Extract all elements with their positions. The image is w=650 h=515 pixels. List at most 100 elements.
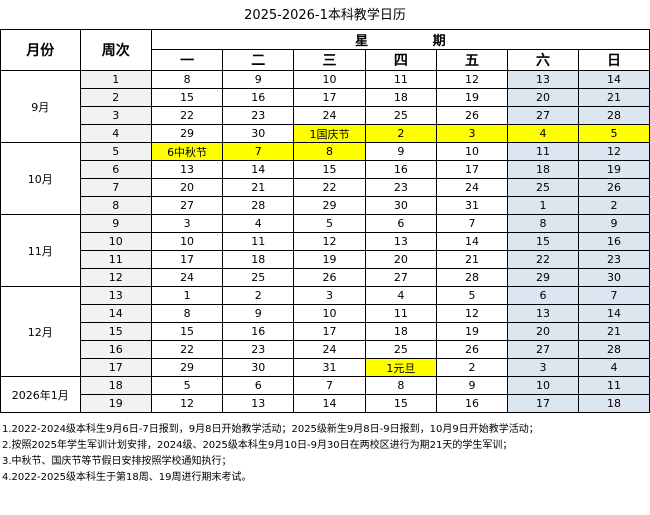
- week-number: 17: [79, 358, 152, 377]
- date-cell: 11: [364, 304, 437, 323]
- note-item: 2.按照2025年学生军训计划安排，2024级、2025级本科生9月10日-9月…: [2, 440, 513, 451]
- date-cell: 22: [293, 178, 366, 197]
- date-cell: 12: [293, 232, 366, 251]
- date-cell: 10: [506, 376, 579, 395]
- date-cell: 4: [506, 124, 579, 143]
- date-cell: 5: [435, 286, 508, 305]
- date-cell: 10: [293, 304, 366, 323]
- date-cell: 28: [577, 106, 650, 125]
- table-row: 12 24 25 26 27 28 29 30: [1, 268, 650, 287]
- week-number: 10: [79, 232, 152, 251]
- header-week: 周次: [79, 29, 152, 71]
- date-cell: 26: [293, 268, 366, 287]
- date-cell: 12: [435, 304, 508, 323]
- date-cell: 19: [435, 88, 508, 107]
- date-cell: 20: [506, 322, 579, 341]
- date-cell: 22: [150, 106, 224, 125]
- date-cell: 21: [222, 178, 295, 197]
- table-row: 6 13 14 15 16 17 18 19: [1, 160, 650, 179]
- date-cell: 19: [293, 250, 366, 269]
- date-cell: 2: [435, 358, 508, 377]
- date-cell: 30: [222, 358, 295, 377]
- date-cell: 30: [364, 196, 437, 215]
- month-label: 2026年1月: [0, 376, 81, 413]
- date-cell: 7: [293, 376, 366, 395]
- week-number: 3: [79, 106, 152, 125]
- day-header: 日: [577, 49, 650, 71]
- date-cell: 21: [435, 250, 508, 269]
- date-cell: 16: [364, 160, 437, 179]
- date-cell: 11: [577, 376, 650, 395]
- date-cell: 25: [364, 340, 437, 359]
- week-number: 18: [79, 376, 152, 395]
- date-cell: 6中秋节: [150, 142, 224, 161]
- date-cell: 27: [506, 106, 579, 125]
- month-label: 12月: [0, 286, 81, 377]
- header-xingqi: 星 期: [150, 29, 650, 50]
- date-cell: 14: [577, 304, 650, 323]
- date-cell: 22: [150, 340, 224, 359]
- date-cell: 8: [364, 376, 437, 395]
- day-header: 六: [506, 49, 579, 71]
- date-cell: 3: [150, 214, 224, 233]
- day-header: 五: [435, 49, 508, 71]
- table-row: 3 22 23 24 25 26 27 28: [1, 106, 650, 125]
- week-number: 5: [79, 142, 152, 161]
- date-cell: 25: [222, 268, 295, 287]
- date-cell: 8: [150, 304, 224, 323]
- date-cell: 6: [222, 376, 295, 395]
- date-cell: 23: [364, 178, 437, 197]
- date-cell: 15: [364, 394, 437, 413]
- date-cell: 29: [293, 196, 366, 215]
- date-cell: 18: [222, 250, 295, 269]
- week-number: 7: [79, 178, 152, 197]
- date-cell: 24: [293, 340, 366, 359]
- week-number: 2: [79, 88, 152, 107]
- table-row: 12月 13 1 2 3 4 5 6 7: [0, 286, 650, 377]
- date-cell: 19: [435, 322, 508, 341]
- header-month: 月份: [0, 29, 81, 71]
- date-cell: 28: [577, 340, 650, 359]
- date-cell: 20: [150, 178, 224, 197]
- date-cell: 13: [150, 160, 224, 179]
- date-cell: 1: [506, 196, 579, 215]
- date-cell: 23: [577, 250, 650, 269]
- date-cell: 9: [435, 376, 508, 395]
- date-cell: 14: [293, 394, 366, 413]
- day-header: 一: [150, 49, 224, 71]
- week-number: 12: [79, 268, 152, 287]
- table-row: 17 29 30 31 1元旦 2 3 4: [1, 358, 650, 377]
- date-cell: 23: [222, 340, 295, 359]
- date-cell: 12: [435, 70, 508, 89]
- date-cell: 21: [577, 88, 650, 107]
- date-cell: 21: [577, 322, 650, 341]
- week-number: 11: [79, 250, 152, 269]
- date-cell: 25: [364, 106, 437, 125]
- date-cell: 30: [577, 268, 650, 287]
- date-cell: 19: [577, 160, 650, 179]
- date-cell: 8: [150, 70, 224, 89]
- week-number: 6: [79, 160, 152, 179]
- date-cell: 9: [364, 142, 437, 161]
- date-cell: 1: [150, 286, 224, 305]
- week-number: 8: [79, 196, 152, 215]
- date-cell: 23: [222, 106, 295, 125]
- date-cell: 20: [364, 250, 437, 269]
- date-cell: 26: [435, 340, 508, 359]
- date-cell: 15: [293, 160, 366, 179]
- date-cell: 25: [506, 178, 579, 197]
- date-cell: 4: [222, 214, 295, 233]
- date-cell: 4: [577, 358, 650, 377]
- week-number: 19: [79, 394, 152, 413]
- date-cell: 16: [222, 322, 295, 341]
- date-cell: 14: [435, 232, 508, 251]
- date-cell: 12: [150, 394, 224, 413]
- date-cell: 5: [577, 124, 650, 143]
- table-row: 14 8 9 10 11 12 13 14: [1, 304, 650, 323]
- date-cell: 17: [150, 250, 224, 269]
- date-cell: 26: [435, 106, 508, 125]
- date-cell: 16: [435, 394, 508, 413]
- date-cell: 1国庆节: [293, 124, 366, 143]
- date-cell: 3: [293, 286, 366, 305]
